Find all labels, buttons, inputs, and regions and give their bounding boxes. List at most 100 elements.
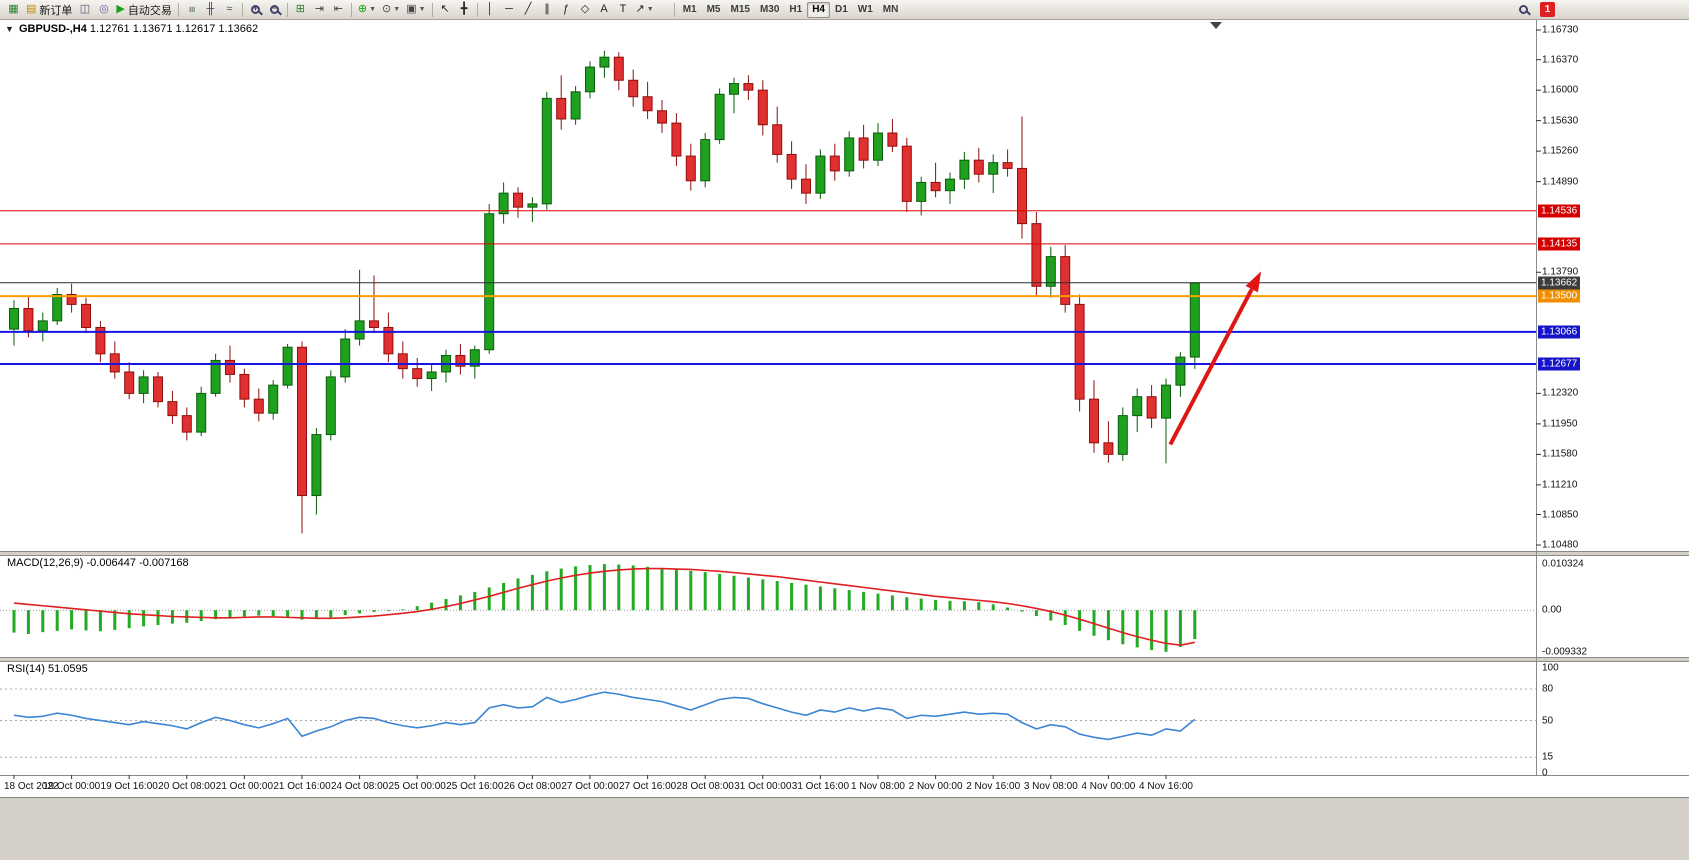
chart-shift-button[interactable]: ⇤: [329, 1, 348, 18]
candlestick: [167, 390, 178, 424]
timeframe-mn-button[interactable]: MN: [882, 4, 899, 15]
candle-body: [887, 132, 898, 147]
panel-resize-separator[interactable]: [0, 657, 1689, 661]
candlestick: [513, 187, 523, 218]
templates-button[interactable]: ▣ ▼: [403, 1, 428, 18]
toolbar-buttons: ▦ ▤ 新订单 ◫ ◎ ▶ 自动交易 ≡ ╫ ≈ + − ⊞ ⇥ ⇤ ⊕ ▼ ⊙ ▼ ▣ ▼ ↖ ╋ │ ─ ╱ ∥ ƒ ◇ A T ↗ ▼: [4, 1, 657, 18]
candlestick: [916, 176, 927, 216]
horizontal-line-button[interactable]: ─: [500, 1, 519, 18]
candlestick: [930, 162, 941, 198]
timeframe-h4-button[interactable]: H4: [807, 1, 830, 18]
candlestick: [52, 287, 63, 325]
candle-body: [945, 178, 955, 192]
periods-button[interactable]: ⊙ ▼: [379, 1, 403, 18]
candle-body: [772, 124, 783, 155]
rsi-axis-label: 80: [1542, 683, 1554, 695]
time-axis-label: 21 Oct 16:00: [273, 781, 331, 792]
candlestick: [484, 203, 495, 354]
candle-body: [1089, 398, 1099, 444]
notification-badge[interactable]: 1: [1540, 2, 1555, 17]
timeframe-w1-button[interactable]: W1: [857, 4, 873, 15]
chart-plot-background[interactable]: [0, 20, 1689, 797]
one-click-trading-toggle[interactable]: ▼: [5, 24, 14, 34]
zoom-out-button[interactable]: −: [265, 1, 284, 18]
rsi-line: [13, 691, 1196, 741]
bar-chart-mode-button[interactable]: ≡: [182, 1, 201, 18]
candlestick: [671, 113, 682, 166]
panel-resize-separator[interactable]: [0, 551, 1689, 555]
candle-body: [1189, 282, 1200, 358]
candlestick: [858, 124, 869, 169]
new-order-button-label: 新订单: [39, 4, 73, 17]
fibonacci-button[interactable]: ƒ: [557, 1, 576, 18]
arrows-button[interactable]: ↗ ▼: [633, 1, 657, 18]
arrow-objects-icon: ↗: [635, 3, 645, 15]
candle-body: [412, 368, 423, 380]
candle-body: [23, 308, 34, 332]
candlestick: [901, 137, 912, 213]
timeframe-h1-button[interactable]: H1: [789, 4, 803, 15]
auto-scroll-icon: ⇥: [314, 3, 324, 15]
candlestick: [498, 182, 509, 224]
trendline-button[interactable]: ╱: [519, 1, 538, 18]
arrow-annotation[interactable]: [1168, 288, 1254, 446]
candlestick: [412, 357, 423, 387]
timeframe-m5-button[interactable]: M5: [706, 4, 721, 15]
candle-body: [930, 181, 941, 192]
zoom-out-icon: −: [269, 4, 279, 14]
text-label-button[interactable]: T: [614, 1, 633, 18]
vertical-line-button[interactable]: │: [481, 1, 500, 18]
search-button[interactable]: [1514, 1, 1533, 18]
candlestick: [873, 123, 883, 166]
candle-body: [541, 97, 552, 205]
timeframe-m1-button[interactable]: M1: [682, 4, 697, 15]
channel-button[interactable]: ∥: [538, 1, 557, 18]
candlestick: [585, 61, 595, 99]
candlestick: [1189, 282, 1200, 369]
indicators-button[interactable]: ⊕ ▼: [355, 1, 379, 18]
candlestick: [469, 345, 480, 379]
auto-trading-button[interactable]: ▶ 自动交易: [113, 1, 174, 18]
time-axis-label: 27 Oct 00:00: [561, 781, 619, 792]
cursor-button[interactable]: ↖: [436, 1, 455, 18]
candle-body: [916, 181, 927, 202]
chart-header: GBPUSD-,H4 1.12761 1.13671 1.12617 1.136…: [19, 23, 258, 35]
crosshair-button[interactable]: ╋: [455, 1, 474, 18]
candlestick: [1103, 421, 1114, 463]
shapes-button[interactable]: ◇: [576, 1, 595, 18]
zoom-sign-icon: +: [252, 3, 259, 13]
dropdown-arrow-icon[interactable]: ▼: [393, 6, 401, 13]
profiles-button[interactable]: ◎: [94, 1, 113, 18]
candlestick-mode-button[interactable]: ╫: [201, 1, 220, 18]
tile-windows-button[interactable]: ⊞: [291, 1, 310, 18]
chart-windows-button[interactable]: ◫: [75, 1, 94, 18]
timeframe-m15-button[interactable]: M15: [730, 4, 750, 15]
zoom-in-button[interactable]: +: [246, 1, 265, 18]
new-order-button[interactable]: ▤ 新订单: [23, 1, 75, 18]
rsi-axis-label: 15: [1542, 751, 1554, 763]
price-axis-label: 1.12320: [1542, 387, 1579, 399]
auto-scroll-button[interactable]: ⇥: [310, 1, 329, 18]
chart-shift-marker[interactable]: [1210, 22, 1222, 29]
candle-body: [37, 320, 48, 332]
price-tag: 1.14135: [1538, 237, 1581, 251]
text-button[interactable]: A: [595, 1, 614, 18]
price-axis-label: 1.10480: [1542, 539, 1579, 551]
dropdown-arrow-icon[interactable]: ▼: [646, 6, 654, 13]
line-chart-mode-button[interactable]: ≈: [220, 1, 239, 18]
candlestick: [786, 141, 797, 190]
price-tag: 1.12677: [1538, 357, 1581, 371]
candlestick: [642, 81, 653, 119]
candle-body: [9, 308, 19, 330]
candle-body: [671, 122, 682, 157]
timeframe-m30-button[interactable]: M30: [759, 4, 780, 15]
dropdown-arrow-icon[interactable]: ▼: [418, 6, 426, 13]
timeframe-d1-button[interactable]: D1: [835, 4, 848, 15]
new-chart-button[interactable]: ▦: [4, 1, 23, 18]
arrow-annotation-head[interactable]: [1245, 271, 1262, 293]
dropdown-arrow-icon[interactable]: ▼: [369, 6, 377, 13]
candlestick: [844, 131, 855, 177]
candlestick: [757, 80, 768, 136]
candle-body: [1074, 303, 1085, 400]
candlestick: [1074, 294, 1085, 412]
